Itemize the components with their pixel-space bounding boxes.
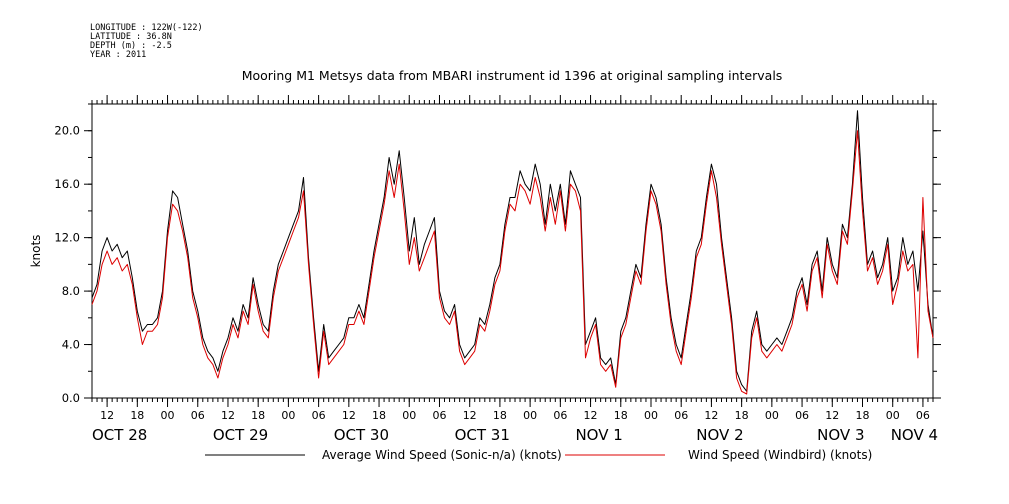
x-day-label: OCT 28 [92, 426, 147, 444]
x-hour-label: 12 [342, 409, 356, 422]
y-axis-label: knots [29, 235, 43, 268]
x-hour-label: 06 [191, 409, 205, 422]
x-hour-label: 00 [523, 409, 537, 422]
x-hour-label: 18 [855, 409, 869, 422]
x-hour-label: 12 [584, 409, 598, 422]
x-hour-label: 18 [614, 409, 628, 422]
x-hour-label: 12 [221, 409, 235, 422]
x-hour-label: 12 [463, 409, 477, 422]
x-day-label: OCT 29 [213, 426, 268, 444]
x-hour-label: 06 [553, 409, 567, 422]
y-tick-label: 16.0 [54, 177, 80, 191]
plot-frame [91, 103, 934, 399]
x-day-label: NOV 4 [891, 426, 938, 444]
x-hour-label: 00 [765, 409, 779, 422]
legend-label-sonic: Average Wind Speed (Sonic-n/a) (knots) [322, 448, 562, 462]
x-hour-label: 06 [916, 409, 930, 422]
y-axis: 0.0 4.0 8.0 12.0 16.0 20.0 [54, 124, 941, 405]
y-tick-label: 8.0 [62, 284, 80, 298]
x-day-label: NOV 1 [575, 426, 622, 444]
x-axis: 12 18 00 06 12 18 00 06 12 18 00 06 12 18 00 06 12 18 00 06… [92, 95, 938, 444]
metadata-line: DEPTH (m) : -2.5 [90, 41, 172, 51]
x-day-label: NOV 2 [696, 426, 743, 444]
x-day-label: OCT 31 [455, 426, 510, 444]
x-hour-label: 12 [825, 409, 839, 422]
x-hour-label: 00 [644, 409, 658, 422]
metadata-line: YEAR : 2011 [90, 50, 146, 60]
series-line-windbird [91, 130, 934, 395]
y-tick-label: 4.0 [62, 338, 80, 352]
x-day-label: OCT 30 [334, 426, 389, 444]
y-tick-label: 0.0 [62, 391, 80, 405]
x-hour-label: 18 [251, 409, 265, 422]
series-line-sonic [91, 110, 934, 392]
minor-ticks [88, 100, 937, 402]
x-hour-label: 12 [100, 409, 114, 422]
y-tick-label: 20.0 [54, 124, 80, 138]
x-hour-label: 18 [372, 409, 386, 422]
chart-title: Mooring M1 Metsys data from MBARI instru… [242, 68, 783, 83]
legend: Average Wind Speed (Sonic-n/a) (knots) Wi… [205, 448, 872, 462]
metadata-block: LONGITUDE : 122W(-122)LATITUDE : 36.8NDE… [90, 23, 203, 60]
series-layer [91, 110, 934, 395]
x-hour-label: 00 [402, 409, 416, 422]
x-day-label: NOV 3 [817, 426, 864, 444]
x-hour-label: 18 [735, 409, 749, 422]
x-hour-label: 18 [493, 409, 507, 422]
x-hour-label: 18 [130, 409, 144, 422]
x-hour-label: 06 [432, 409, 446, 422]
metadata-line: LATITUDE : 36.8N [90, 32, 172, 42]
x-hour-label: 12 [704, 409, 718, 422]
x-hour-label: 06 [795, 409, 809, 422]
x-hour-label: 06 [674, 409, 688, 422]
metadata-line: LONGITUDE : 122W(-122) [90, 23, 203, 33]
x-hour-label: 06 [312, 409, 326, 422]
x-hour-label: 00 [886, 409, 900, 422]
y-tick-label: 12.0 [54, 231, 80, 245]
x-hour-label: 00 [161, 409, 175, 422]
legend-label-windbird: Wind Speed (Windbird) (knots) [688, 448, 872, 462]
x-hour-label: 00 [281, 409, 295, 422]
